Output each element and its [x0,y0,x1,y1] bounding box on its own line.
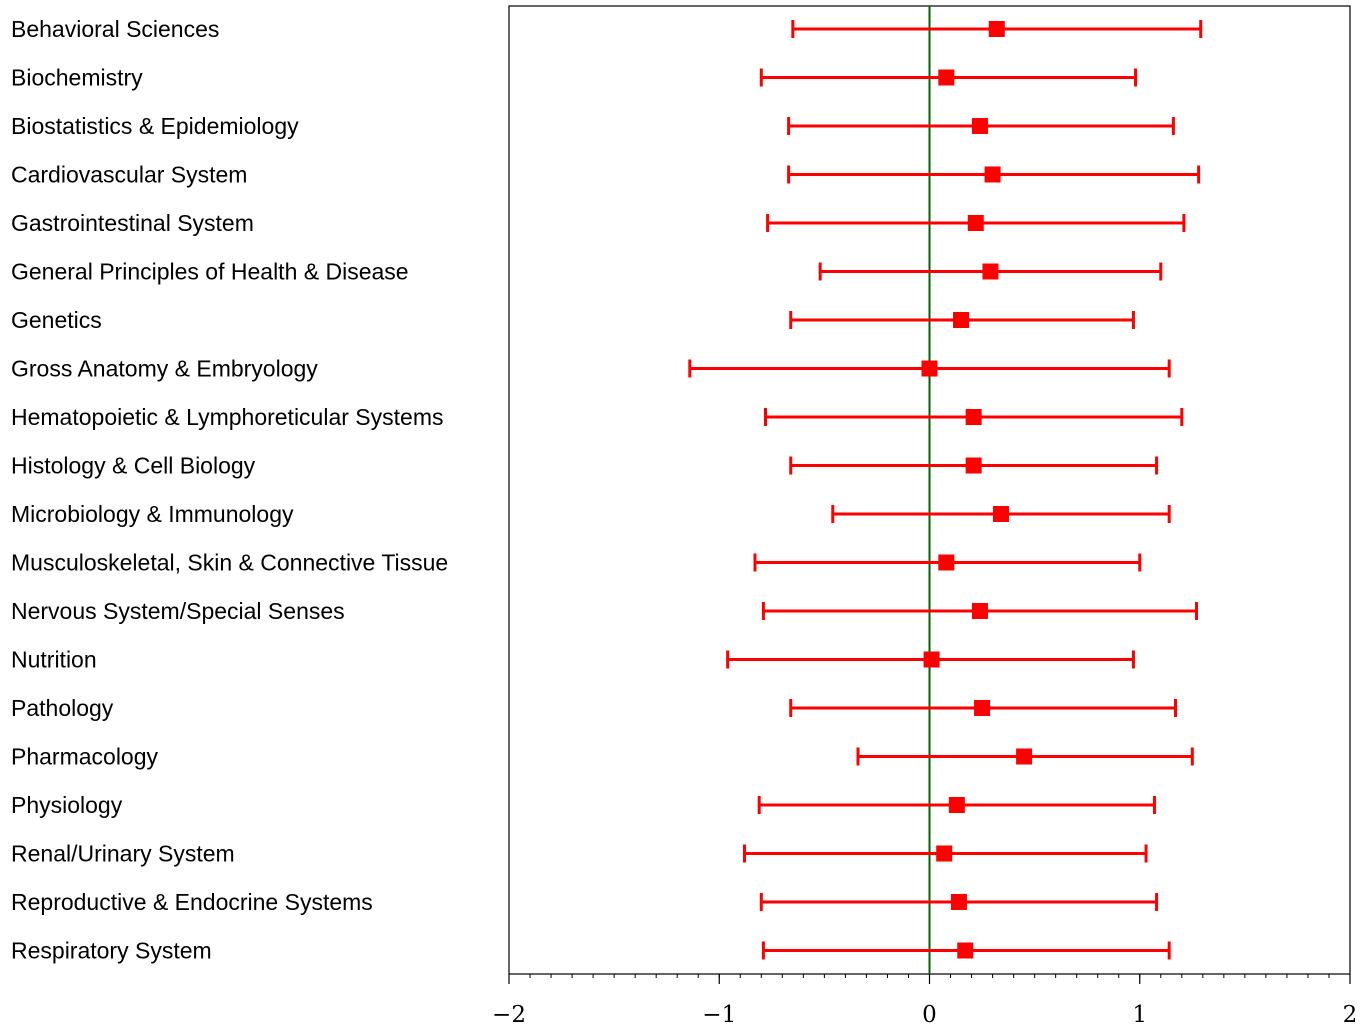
estimate-point [938,554,955,571]
ci-row [759,68,1138,87]
estimate-point [921,360,938,377]
ci-row [766,214,1186,232]
category-label: Nervous System/Special Senses [11,598,345,624]
estimate-point [974,700,991,716]
estimate-point [984,166,1001,183]
estimate-point [923,651,940,668]
estimate-point [953,312,970,328]
category-label: Pharmacology [11,744,159,770]
x-tick-label: −2 [492,1002,526,1025]
x-tick-label: 2 [1343,1002,1358,1025]
ci-row [761,602,1199,620]
estimate-point [1016,748,1033,765]
ci-row [818,262,1163,281]
estimate-point [988,21,1005,37]
category-label: Reproductive & Endocrine Systems [11,889,373,915]
ci-row [831,505,1171,523]
category-label: Respiratory System [11,938,212,964]
ci-row [742,844,1148,863]
x-axis-tick-labels: −2 −1 0 1 2 [492,1002,1357,1025]
category-label: Nutrition [11,647,97,673]
category-label: Musculoskeletal, Skin & Connective Tissu… [11,550,448,576]
estimate-point [938,69,955,86]
ci-row [856,747,1194,766]
ci-row [789,699,1177,717]
ci-row [787,117,1175,135]
estimate-point [948,797,965,813]
category-label: Behavioral Sciences [11,16,219,42]
ci-row [759,893,1159,911]
estimate-point [971,118,988,134]
category-label: General Principles of Health & Disease [11,259,409,285]
estimate-point [965,409,982,425]
ci-row [753,553,1142,572]
estimate-point [967,215,984,231]
estimate-point [957,942,974,959]
x-tick-label: 1 [1132,1002,1147,1025]
category-label: Hematopoietic & Lymphoreticular Systems [11,404,444,430]
category-label: Gastrointestinal System [11,210,254,236]
ci-row [787,165,1201,184]
category-label: Renal/Urinary System [11,841,235,867]
estimate-point [936,845,953,862]
ci-row [791,20,1203,38]
estimate-point [950,894,967,910]
category-label: Biochemistry [11,65,143,91]
ci-row [764,408,1184,426]
ci-row [757,796,1156,814]
estimate-point [965,457,982,474]
category-labels: Behavioral Sciences Biochemistry Biostatis… [11,16,448,964]
category-label: Cardiovascular System [11,162,247,188]
category-label: Genetics [11,307,102,333]
estimate-point [971,603,988,619]
ci-row [726,650,1135,669]
estimate-point [982,263,999,280]
ci-row [789,456,1159,475]
category-label: Gross Anatomy & Embryology [11,356,318,382]
ci-row [789,311,1135,329]
category-label: Pathology [11,695,114,721]
x-axis-major-ticks [508,974,1351,984]
ci-row [761,941,1171,960]
estimate-marks [688,20,1203,960]
x-axis-minor-ticks [508,974,1351,978]
category-label: Physiology [11,792,123,818]
x-tick-label: 0 [922,1002,937,1025]
category-label: Histology & Cell Biology [11,453,256,479]
category-label: Microbiology & Immunology [11,501,294,527]
ci-row [688,359,1171,378]
x-tick-label: −1 [702,1002,736,1025]
category-label: Biostatistics & Epidemiology [11,113,299,139]
estimate-point [992,506,1009,522]
